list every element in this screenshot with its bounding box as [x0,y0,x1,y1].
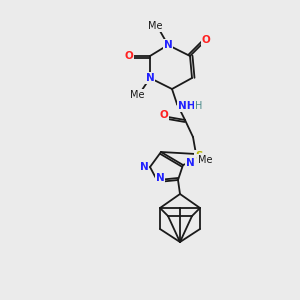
Text: NH: NH [178,101,196,111]
Text: Me: Me [148,21,162,31]
Text: H: H [195,101,203,111]
Text: O: O [124,51,134,61]
Text: O: O [160,110,168,120]
Text: Me: Me [130,90,144,100]
Text: Me: Me [198,155,212,165]
Text: O: O [202,35,210,45]
Text: N: N [186,158,194,168]
Text: N: N [156,173,164,183]
Text: N: N [140,162,148,172]
Text: N: N [164,40,172,50]
Text: S: S [195,151,203,161]
Text: N: N [146,73,154,83]
